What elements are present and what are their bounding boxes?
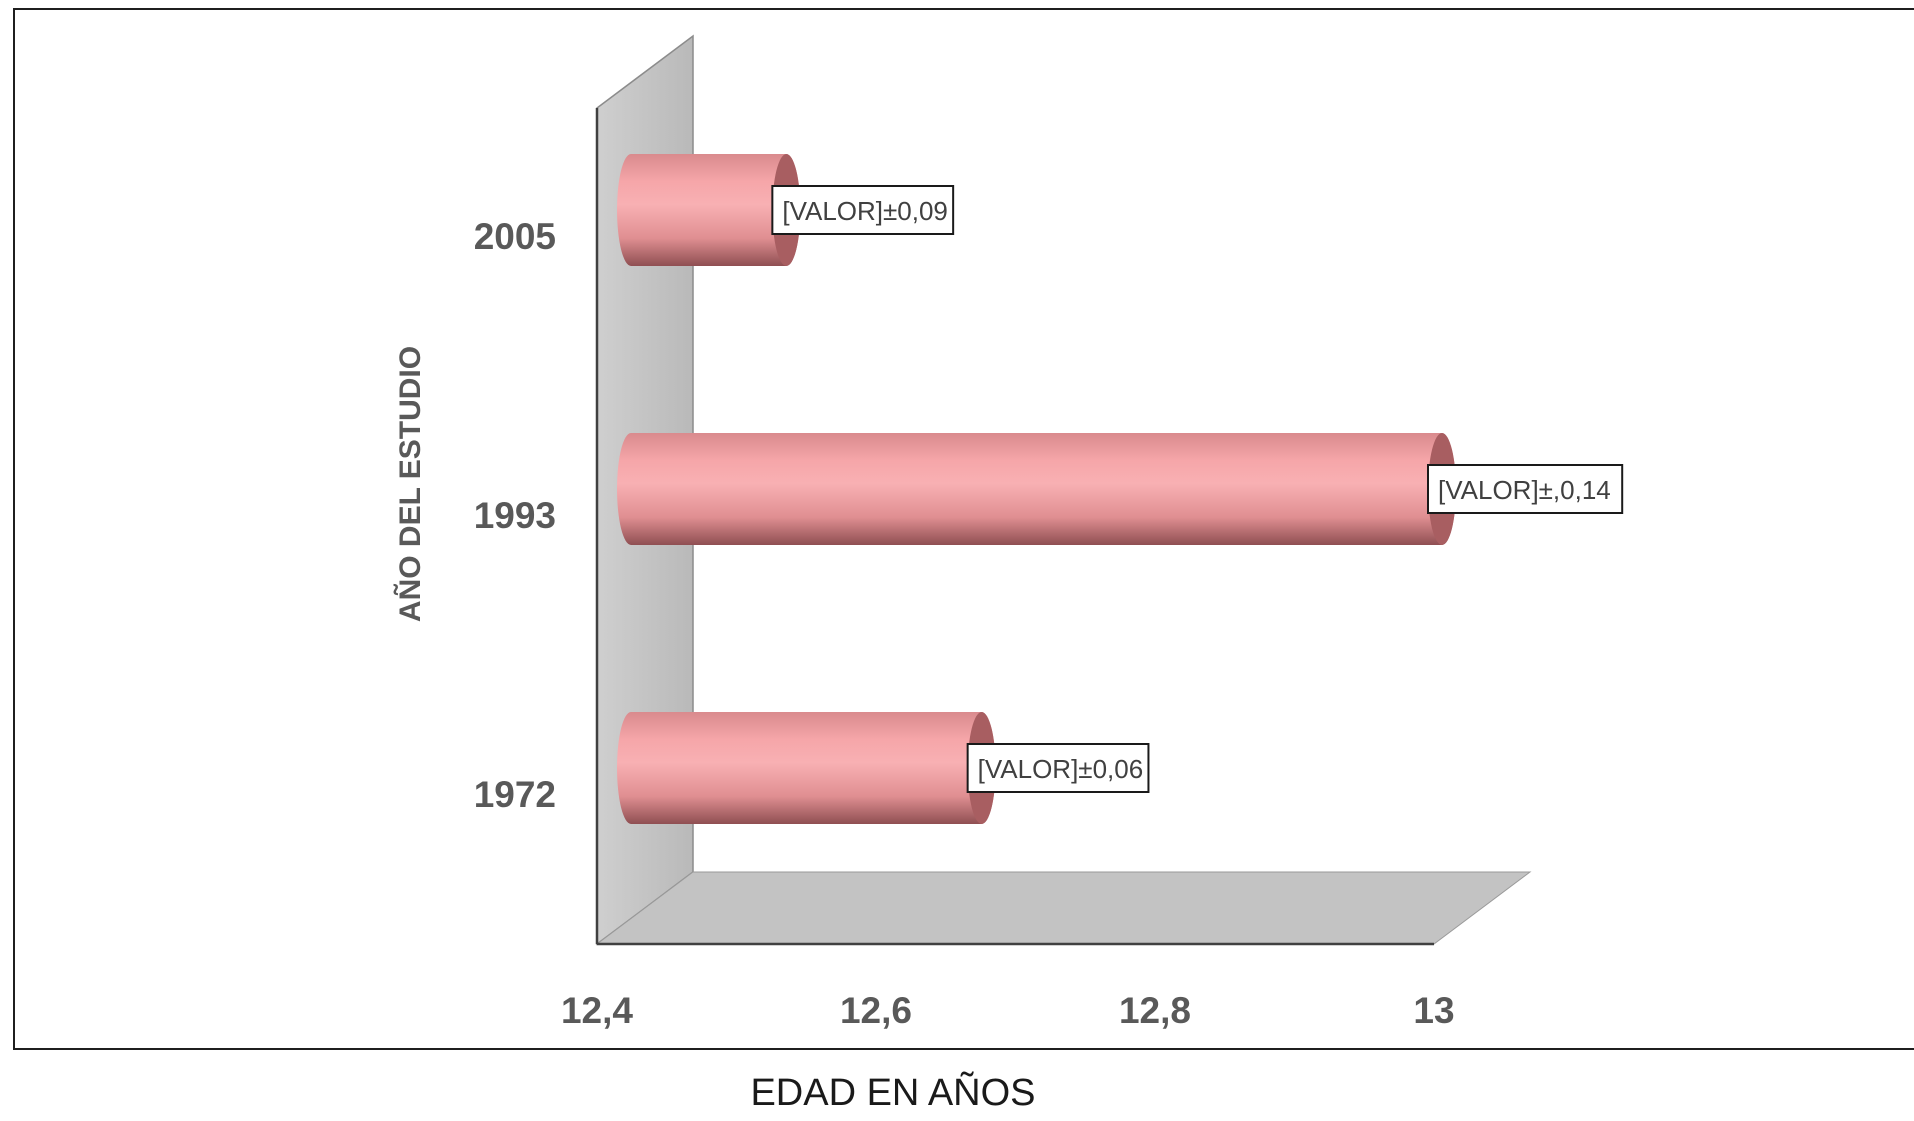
floor-wall xyxy=(595,871,1532,945)
bar-1972 xyxy=(617,712,996,824)
bar-1993 xyxy=(617,433,1456,545)
data-label-1993: [VALOR]±,0,14 xyxy=(1427,464,1624,514)
chart-frame xyxy=(13,8,1914,1050)
x-axis-title: EDAD EN AÑOS xyxy=(750,1072,1036,1114)
x-tick-4: 13 xyxy=(1413,990,1454,1031)
y-axis-title: AÑO DEL ESTUDIO xyxy=(393,346,427,622)
x-tick-2: 12,6 xyxy=(840,990,912,1031)
svg-text:[VALOR]±,0,14: [VALOR]±,0,14 xyxy=(1438,475,1611,505)
x-tick-3: 12,8 xyxy=(1119,990,1191,1031)
y-tick-1972: 1972 xyxy=(474,774,556,815)
x-tick-1: 12,4 xyxy=(561,990,633,1031)
svg-text:[VALOR]±0,09: [VALOR]±0,09 xyxy=(782,196,948,226)
y-tick-2005: 2005 xyxy=(474,216,556,257)
data-label-1972: [VALOR]±0,06 xyxy=(966,743,1150,793)
bar-2005 xyxy=(617,154,801,266)
svg-text:[VALOR]±0,06: [VALOR]±0,06 xyxy=(978,754,1144,784)
data-label-2005: [VALOR]±0,09 xyxy=(771,185,955,235)
y-tick-1993: 1993 xyxy=(474,495,556,536)
